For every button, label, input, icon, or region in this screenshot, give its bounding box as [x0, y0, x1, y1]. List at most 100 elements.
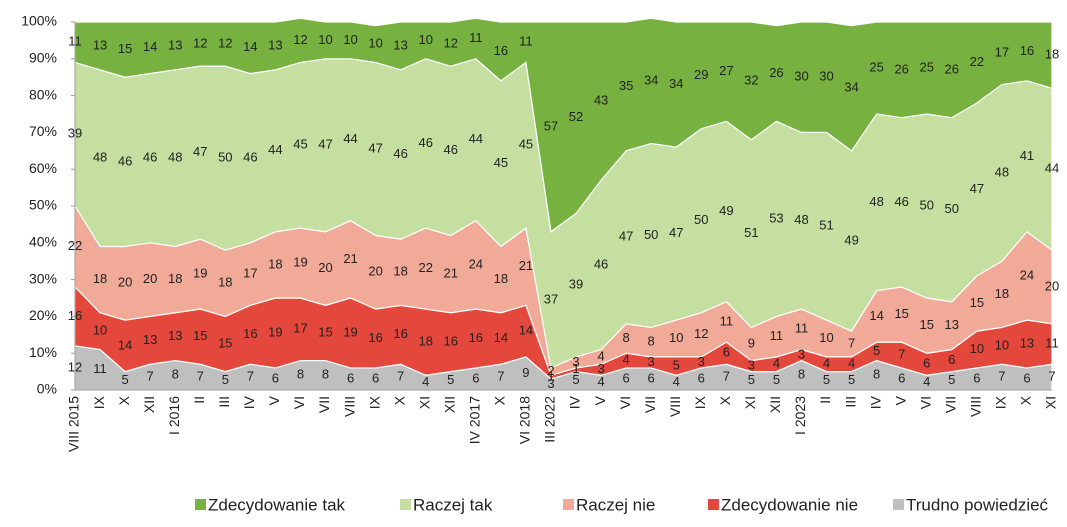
data-label: 7 [998, 369, 1005, 384]
data-label: 16 [368, 330, 382, 345]
data-label: 17 [293, 321, 307, 336]
data-label: 7 [723, 369, 730, 384]
y-tick-label: 70% [29, 123, 57, 139]
y-tick-label: 20% [29, 307, 57, 323]
data-label: 8 [322, 367, 329, 382]
data-label: 5 [848, 372, 855, 387]
data-label: 6 [648, 370, 655, 385]
data-label: 18 [995, 286, 1009, 301]
data-label: 14 [494, 330, 508, 345]
data-label: 8 [623, 330, 630, 345]
x-tick-label: IX [692, 395, 708, 409]
data-label: 47 [193, 144, 207, 159]
data-label: 46 [143, 150, 157, 165]
data-label: 20 [1045, 278, 1059, 293]
data-label: 18 [418, 334, 432, 349]
data-label: 11 [93, 361, 107, 376]
data-label: 10 [819, 330, 833, 345]
data-label: 43 [594, 93, 608, 108]
x-tick-label: IV [567, 395, 583, 409]
data-label: 7 [197, 369, 204, 384]
y-tick-label: 90% [29, 50, 57, 66]
data-label: 22 [418, 260, 432, 275]
data-label: 4 [773, 356, 780, 371]
data-label: 21 [444, 266, 458, 281]
data-label: 9 [748, 335, 755, 350]
x-tick-label: XI [416, 396, 432, 409]
data-label: 46 [594, 256, 608, 271]
data-label: 5 [673, 358, 680, 373]
data-label: 2 [547, 363, 554, 378]
data-label: 4 [597, 374, 604, 389]
x-tick-label: II [191, 396, 207, 404]
data-label: 48 [168, 150, 182, 165]
data-label: 20 [143, 271, 157, 286]
x-tick-label: VI [917, 396, 933, 409]
data-label: 15 [218, 335, 232, 350]
data-label: 44 [268, 142, 282, 157]
data-label: 30 [819, 69, 833, 84]
data-label: 7 [147, 369, 154, 384]
data-label: 49 [844, 232, 858, 247]
data-label: 5 [748, 372, 755, 387]
data-label: 37 [544, 291, 558, 306]
data-label: 3 [547, 376, 554, 391]
data-label: 7 [497, 369, 504, 384]
data-label: 34 [644, 72, 658, 87]
data-label: 14 [143, 39, 157, 54]
data-label: 49 [719, 203, 733, 218]
data-label: 50 [218, 150, 232, 165]
data-label: 3 [648, 354, 655, 369]
y-tick-label: 0% [37, 381, 57, 397]
legend-swatch [400, 499, 411, 510]
data-label: 11 [469, 30, 483, 45]
data-label: 14 [519, 323, 533, 338]
data-label: 46 [243, 150, 257, 165]
data-label: 14 [869, 308, 883, 323]
data-label: 4 [823, 356, 830, 371]
data-label: 5 [121, 372, 128, 387]
data-label: 45 [293, 137, 307, 152]
data-label: 13 [1020, 335, 1034, 350]
data-label: 4 [673, 374, 680, 389]
data-label: 21 [519, 258, 533, 273]
data-label: 35 [619, 78, 633, 93]
data-label: 11 [720, 313, 734, 328]
x-tick-label: VII [642, 396, 658, 413]
x-tick-label: XII [441, 396, 457, 413]
x-tick-label: X [717, 395, 733, 405]
x-tick-label: IV [867, 395, 883, 409]
data-label: 29 [694, 67, 708, 82]
data-label: 18 [93, 271, 107, 286]
x-tick-label: VII [316, 396, 332, 413]
data-label: 13 [168, 328, 182, 343]
data-label: 47 [368, 140, 382, 155]
data-label: 10 [669, 330, 683, 345]
x-tick-label: VIII [341, 396, 357, 417]
data-label: 8 [798, 367, 805, 382]
data-label: 13 [93, 37, 107, 52]
data-label: 26 [894, 61, 908, 76]
data-label: 12 [193, 36, 207, 51]
data-label: 4 [623, 352, 630, 367]
data-label: 24 [1020, 267, 1034, 282]
data-label: 15 [970, 295, 984, 310]
data-label: 15 [318, 324, 332, 339]
x-tick-label: XI [742, 396, 758, 409]
legend-swatch [563, 499, 574, 510]
data-label: 6 [1023, 370, 1030, 385]
data-label: 7 [247, 369, 254, 384]
x-tick-label: VII [942, 396, 958, 413]
data-label: 6 [272, 370, 279, 385]
data-label: 8 [297, 367, 304, 382]
data-label: 50 [644, 227, 658, 242]
data-label: 18 [268, 256, 282, 271]
data-label: 6 [923, 356, 930, 371]
x-tick-label: IX [91, 395, 107, 409]
data-label: 22 [970, 54, 984, 69]
data-label: 16 [469, 330, 483, 345]
data-label: 10 [995, 337, 1009, 352]
data-label: 6 [723, 345, 730, 360]
x-tick-label: I 2023 [792, 396, 808, 435]
data-label: 18 [393, 264, 407, 279]
